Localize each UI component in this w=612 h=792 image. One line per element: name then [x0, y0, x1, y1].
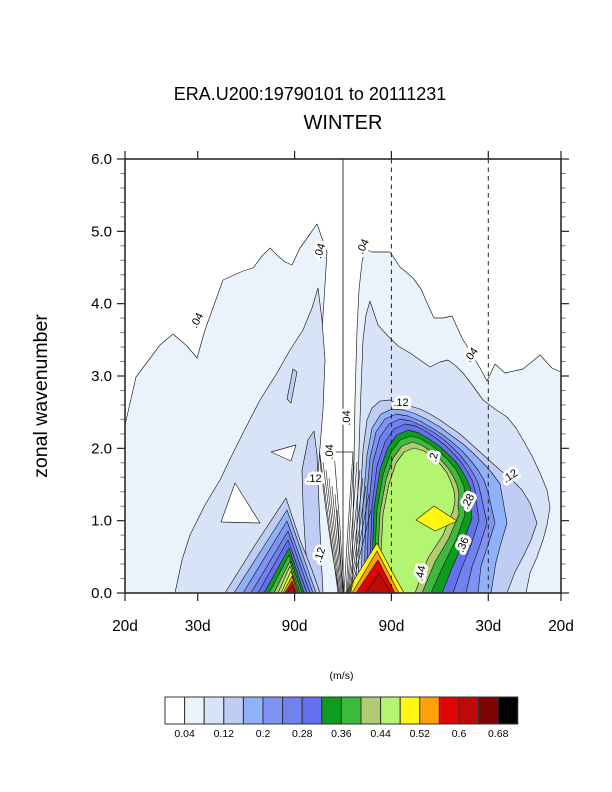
colorbar-box	[184, 696, 205, 725]
zero-frequency-fan	[319, 451, 372, 593]
reference-lines	[342, 159, 489, 593]
x-tick-label: 90d	[378, 618, 404, 635]
contour-label: .12	[393, 397, 408, 409]
contour-label: .04	[341, 410, 353, 425]
colorbar-box	[301, 696, 323, 725]
y-tick-label: 4.0	[91, 296, 112, 313]
eastward-envelope	[351, 248, 561, 593]
colorbar-box	[458, 696, 480, 725]
axis-tick-labels: 0.0 1.0 2.0 3.0 4.0 5.0 6.0 20d 30d 90d 90d 30d 20d	[91, 151, 574, 635]
colorbar-labels: 0.04 0.12 0.2 0.28 0.36 0.44 0.52 0.6 0.68	[174, 728, 508, 740]
westward-envelope	[125, 223, 340, 593]
colorbar-boxes	[164, 696, 519, 725]
colorbar-box	[262, 696, 284, 725]
colorbar-label: 0.12	[214, 728, 235, 740]
contour-label: .04	[188, 311, 206, 330]
colorbar-label: 0.52	[410, 728, 431, 740]
x-tick-label: 30d	[475, 618, 501, 635]
colorbar-box	[282, 696, 303, 725]
colorbar-label: 0.04	[174, 728, 195, 740]
y-tick-label: 0.0	[91, 585, 112, 602]
colorbar-label: 0.36	[331, 728, 352, 740]
axis-ticks	[117, 151, 569, 601]
colorbar-box	[203, 696, 225, 725]
colorbar-box	[223, 696, 244, 725]
contour-label: .12	[306, 473, 321, 485]
colorbar-units: (m/s)	[330, 670, 354, 682]
plot-title: ERA.U200:19790101 to 20111231	[174, 84, 447, 104]
colorbar-box	[360, 696, 382, 725]
colorbar-box	[380, 696, 401, 725]
colorbar-label: 0.6	[452, 728, 467, 740]
colorbar-label: 0.44	[370, 728, 391, 740]
x-tick-label: 30d	[185, 618, 211, 635]
colorbar-box	[399, 696, 421, 725]
x-tick-label: 20d	[112, 618, 138, 635]
y-tick-label: 6.0	[91, 151, 112, 168]
colorbar-box	[478, 696, 499, 725]
y-axis-label: zonal wavenumber	[30, 314, 52, 478]
colorbar: (m/s) 0.04 0.12 0.2 0.28 0.36 0.44 0.52 0.6 0.68	[164, 670, 519, 740]
westward-peak-bands	[224, 497, 321, 593]
plot-subtitle: WINTER	[304, 112, 383, 134]
colorbar-box	[497, 696, 519, 725]
x-tick-label: 20d	[548, 618, 574, 635]
eastward-peak-core	[345, 542, 405, 593]
y-tick-label: 3.0	[91, 368, 112, 385]
y-tick-label: 5.0	[91, 223, 112, 240]
y-tick-label: 2.0	[91, 440, 112, 457]
colorbar-label: 0.28	[292, 728, 313, 740]
colorbar-box	[438, 696, 460, 725]
colorbar-box	[164, 696, 186, 725]
contour-label: .04	[324, 444, 337, 460]
y-tick-label: 1.0	[91, 513, 112, 530]
colorbar-box	[242, 696, 264, 725]
plot-frame	[124, 158, 562, 594]
colorbar-box	[321, 696, 342, 725]
x-tick-label: 90d	[282, 618, 308, 635]
contour-field: .04 .04 .04 .04 .04 .04 .12 .12 .12 .12 …	[125, 159, 561, 593]
colorbar-box	[340, 696, 362, 725]
colorbar-label: 0.2	[256, 728, 271, 740]
colorbar-box	[419, 696, 440, 725]
colorbar-label: 0.68	[488, 728, 509, 740]
